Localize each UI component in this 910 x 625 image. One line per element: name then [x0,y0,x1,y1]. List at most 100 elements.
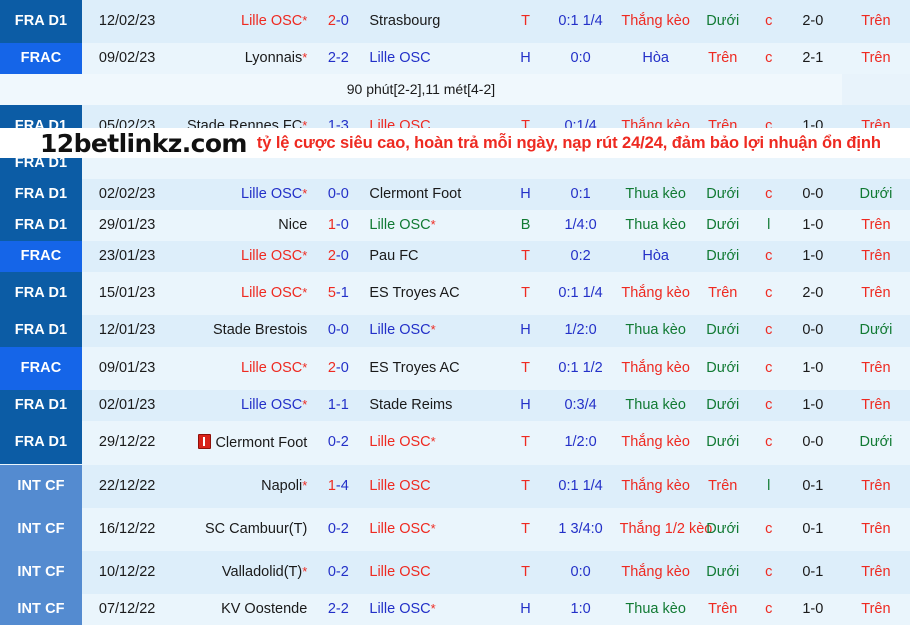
table-row[interactable]: FRA D1 12/01/23 Stade Brestois 0-0 Lille OSC… [0,315,910,347]
table-row[interactable]: INT CF 07/12/22 KV Oostende 2-2 Lille OSC* H 1… [0,594,910,625]
away-team[interactable]: Lille OSC [369,43,510,75]
handicap-result: Thắng kèo [619,420,692,465]
over-under-result: Dưới [691,0,754,44]
home-team[interactable]: Stade Brestois [172,315,308,347]
handicap-result: Thắng 1/2 kèo [619,507,712,552]
league-badge[interactable]: FRAC [0,346,83,390]
handicap-result: Thua kèo [619,210,692,242]
handicap-line: 1 3/4:0 [541,507,620,552]
home-team[interactable]: Lille OSC* [172,241,308,273]
away-team[interactable]: Lille OSC [369,464,510,508]
home-away-flag: H [509,315,542,347]
handicap-line: 0:0 [541,43,620,75]
table-row[interactable]: FRAC 09/02/23 Lyonnais* 2-2 Lille OSC H 0:0 Hòa… [0,43,910,75]
league-badge[interactable]: FRA D1 [0,0,83,44]
handicap-line: 1/2:0 [541,315,620,347]
halftime-score: 1-0 [783,594,842,625]
corner-flag: c [753,43,784,75]
home-away-flag: T [509,0,542,44]
league-badge-label: FRA D1 [0,0,82,44]
league-badge[interactable]: FRA D1 [0,420,83,465]
table-row[interactable]: INT CF 16/12/22 SC Cambuur(T) 0-2 Lille OSC*… [0,507,910,552]
league-badge[interactable]: INT CF [0,507,83,552]
home-team[interactable]: Lille OSC* [172,272,308,316]
home-team[interactable]: Lille OSC* [172,0,308,44]
home-team[interactable]: Valladolid(T)* [172,551,308,595]
home-away-flag: T [509,551,542,595]
halftime-score: 0-1 [783,507,842,552]
over-under-result: Dưới [691,346,754,390]
league-badge[interactable]: INT CF [0,464,83,508]
over-under-result: Dưới [691,420,754,465]
league-badge[interactable]: FRA D1 [0,315,83,347]
home-team[interactable]: Nice [172,210,308,242]
home-team[interactable]: Lille OSC* [172,346,308,390]
home-team[interactable]: Napoli* [172,464,308,508]
home-team[interactable]: SC Cambuur(T) [172,507,308,552]
league-badge-label: FRA D1 [0,315,82,347]
match-date: 16/12/22 [82,507,173,552]
corner-flag: c [753,420,784,465]
away-team[interactable]: ES Troyes AC [369,272,510,316]
home-team[interactable]: Lille OSC* [172,389,308,421]
home-away-flag: H [509,594,542,625]
table-row[interactable]: FRA D1 12/02/23 Lille OSC* 2-0 Strasbourg T 0:… [0,0,910,44]
table-row[interactable]: FRA D1 02/02/23 Lille OSC* 0-0 Clermont Foot… [0,178,910,211]
table-row[interactable]: FRA D1 02/01/23 Lille OSC* 1-1 Stade Reims H 0… [0,389,910,421]
league-badge-label: FRA D1 [0,272,82,316]
table-row[interactable]: FRA D1 15/01/23 Lille OSC* 5-1 ES Troyes AC T… [0,272,910,316]
away-team[interactable]: ES Troyes AC [369,346,510,390]
away-team[interactable]: Stade Reims [369,389,510,421]
away-team[interactable]: Lille OSC* [369,594,510,625]
table-row[interactable]: FRA D1 29/01/23 Nice 1-0 Lille OSC* B 1/4:0 Thu… [0,210,910,242]
over-under-result: Trên [691,594,754,625]
table-row[interactable]: INT CF 10/12/22 Valladolid(T)* 0-2 Lille OSC… [0,551,910,595]
handicap-line: 0:0 [541,551,620,595]
table-row[interactable]: FRAC 23/01/23 Lille OSC* 2-0 Pau FC T 0:2 Hòa Dư… [0,241,910,273]
home-away-flag: T [509,241,542,273]
league-badge[interactable]: INT CF [0,594,83,625]
away-team[interactable]: Lille OSC* [369,420,510,465]
corner-flag: c [753,551,784,595]
handicap-line: 1/4:0 [541,210,620,242]
league-badge[interactable]: FRAC [0,43,83,75]
away-team[interactable]: Strasbourg [369,0,510,44]
league-badge[interactable]: FRA D1 [0,389,83,421]
league-badge[interactable]: FRA D1 [0,210,83,242]
league-badge[interactable]: FRAC [0,241,83,273]
halftime-score: 2-0 [783,272,842,316]
handicap-result: Thắng kèo [619,346,692,390]
league-badge[interactable]: INT CF [0,551,83,595]
handicap-result: Thua kèo [619,178,692,211]
table-row[interactable]: FRAC 09/01/23 Lille OSC* 2-0 ES Troyes AC T 0:… [0,346,910,390]
home-away-flag: T [509,507,542,552]
promo-overlay-banner[interactable]: 12betlinkz.com tỷ lệ cược siêu cao, hoàn… [0,128,910,158]
match-score: 2-2 [307,594,370,625]
table-row[interactable]: FRA D1 29/12/22 Clermont Foot 0-2 Lille OSC*… [0,420,910,465]
league-badge[interactable]: FRA D1 [0,178,83,211]
home-team[interactable]: Lyonnais* [172,43,308,75]
away-team[interactable]: Clermont Foot [369,178,510,211]
league-badge-label: FRAC [0,43,82,75]
away-team[interactable]: Lille OSC* [369,507,510,552]
match-score: 0-0 [307,315,370,347]
away-team[interactable]: Lille OSC* [369,315,510,347]
halftime-score: 0-1 [783,551,842,595]
over-under-result: Dưới [691,507,754,552]
table-row[interactable]: INT CF 22/12/22 Napoli* 1-4 Lille OSC T 0:1 1/… [0,464,910,508]
halftime-score: 0-0 [783,178,842,211]
league-badge[interactable]: FRA D1 [0,272,83,316]
home-team[interactable]: Lille OSC* [172,178,308,211]
handicap-result: Thắng kèo [619,272,692,316]
halftime-score: 0-0 [783,420,842,465]
home-team[interactable]: Clermont Foot [172,420,308,465]
home-away-flag: T [509,272,542,316]
away-team[interactable]: Pau FC [369,241,510,273]
handicap-line: 0:1 1/4 [541,0,620,44]
handicap-result: Thua kèo [619,389,692,421]
halftime-over-under: Dưới [841,420,910,465]
away-team[interactable]: Lille OSC [369,551,510,595]
home-team[interactable]: KV Oostende [172,594,308,625]
away-team[interactable]: Lille OSC* [369,210,510,242]
over-under-result: Dưới [691,551,754,595]
